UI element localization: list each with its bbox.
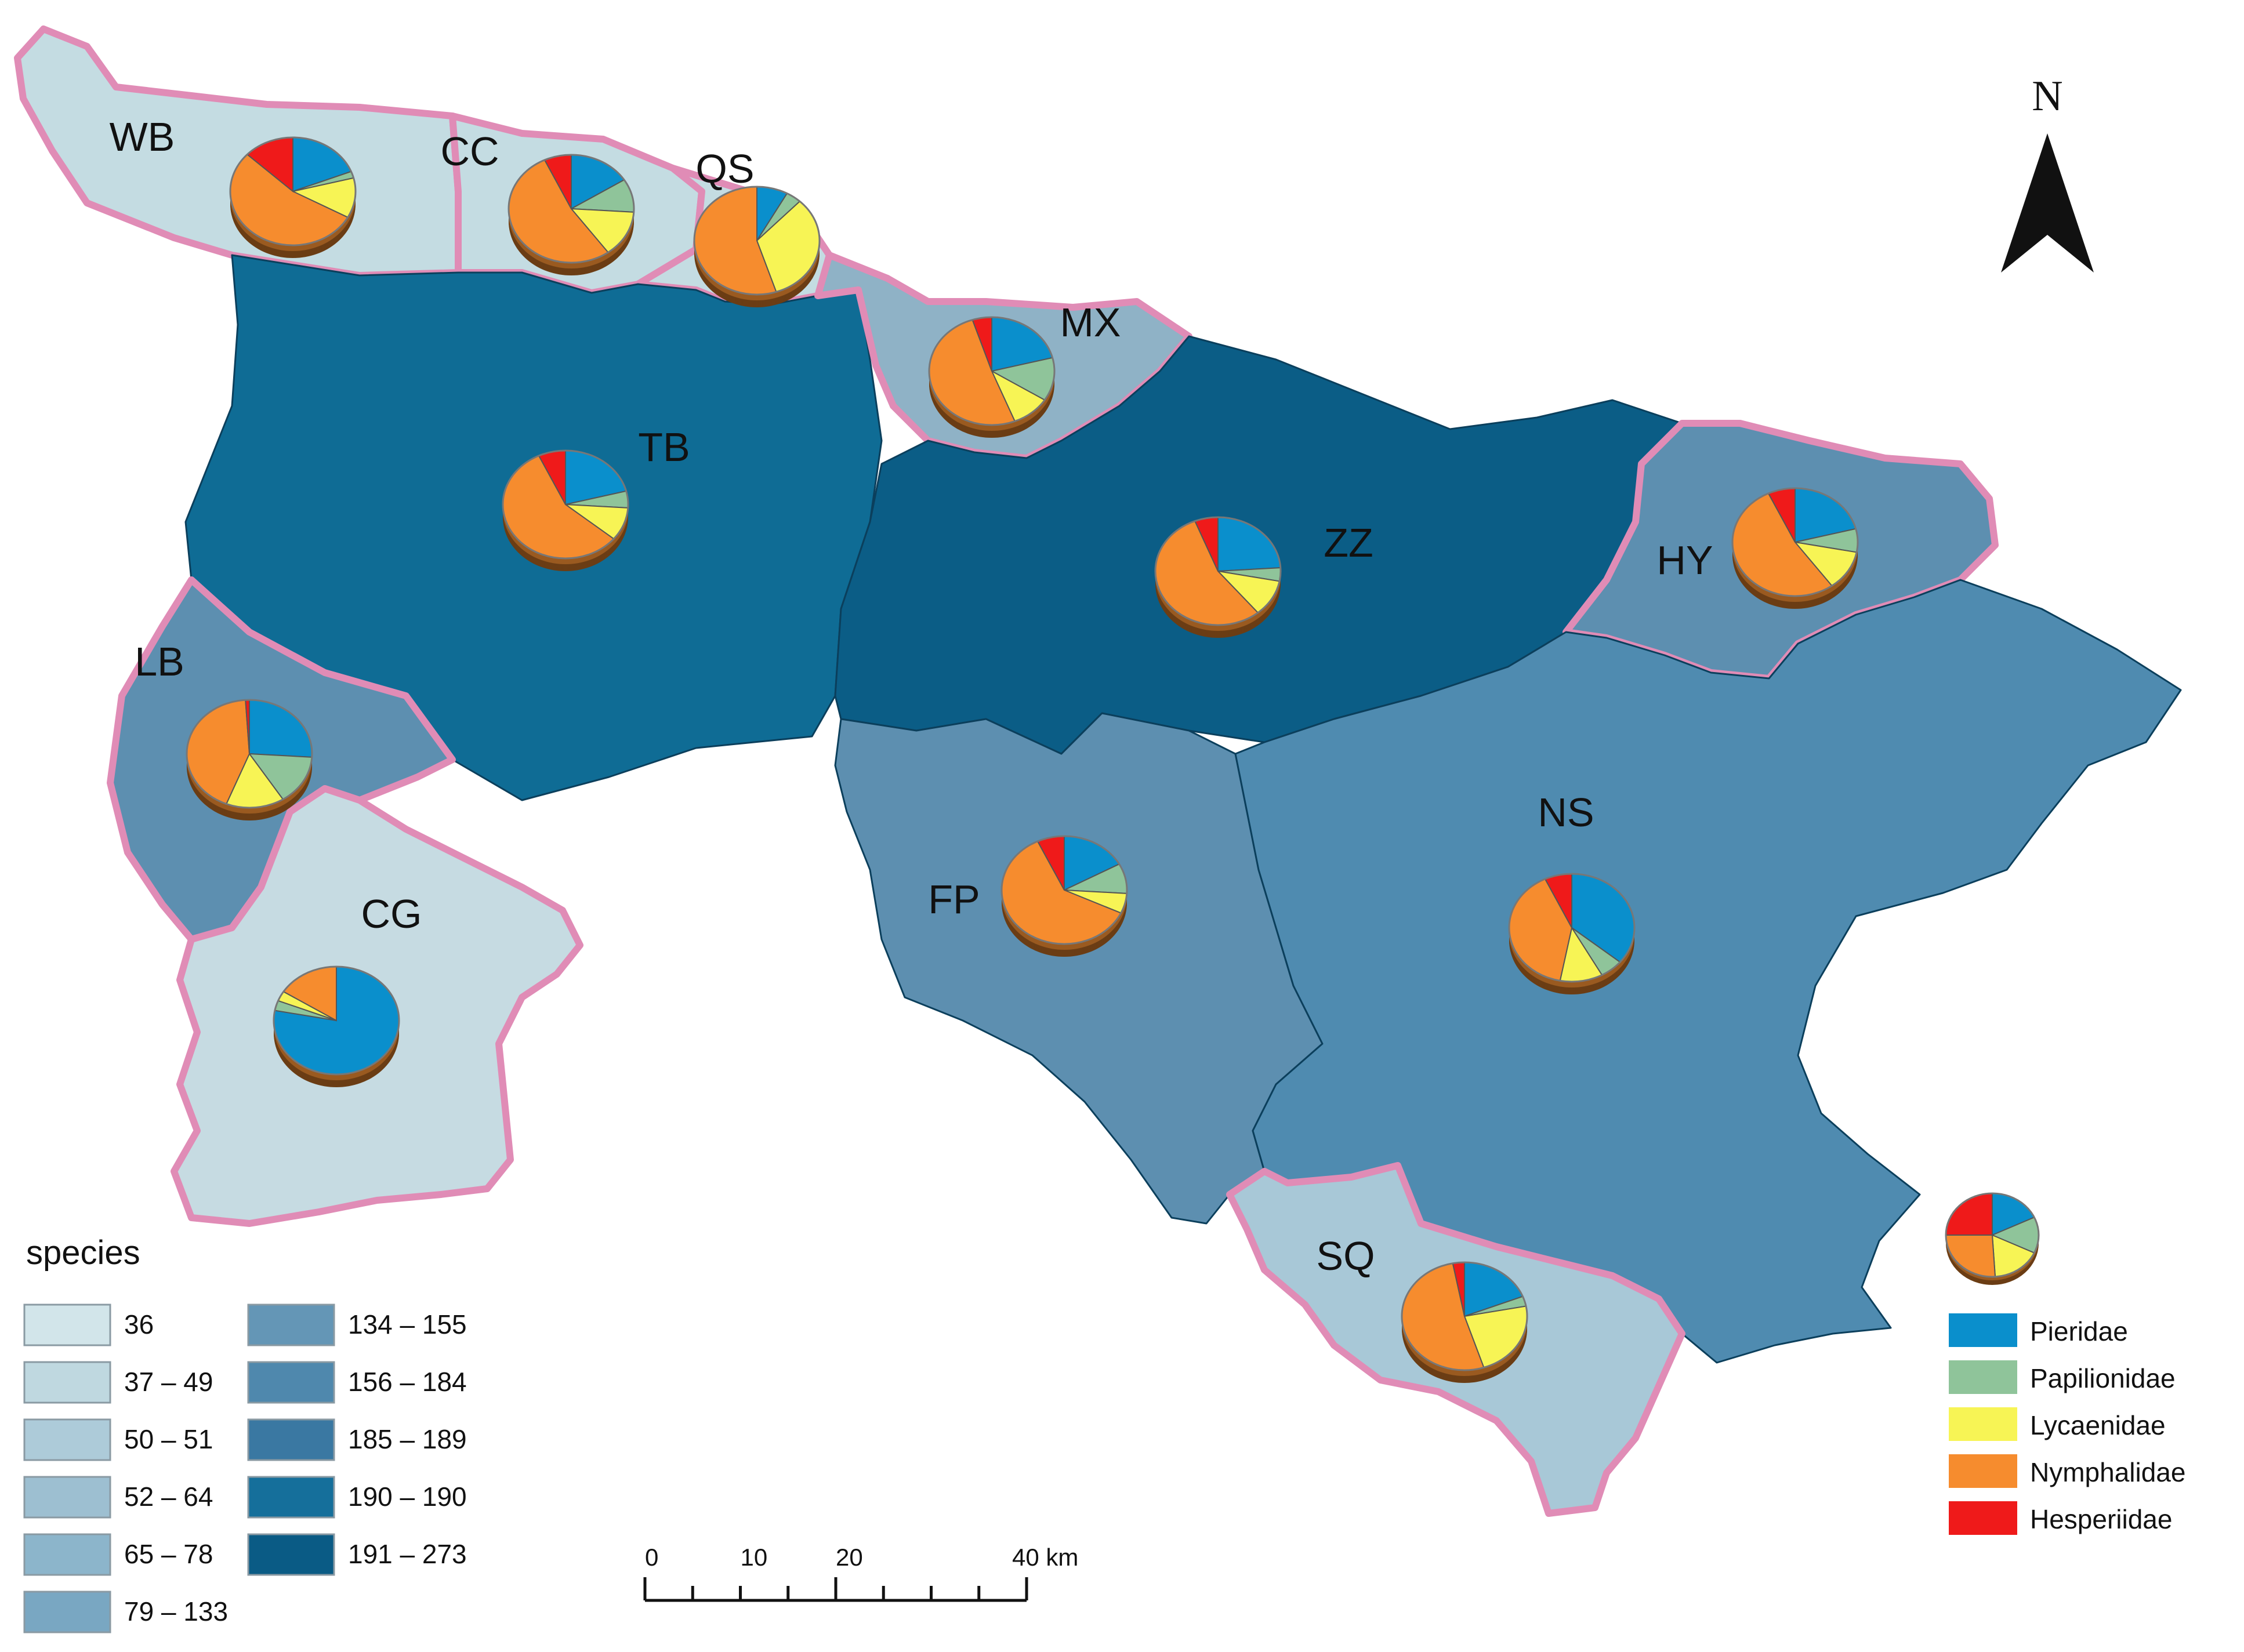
legend-class-label: 37 – 49 [124, 1367, 213, 1397]
family-swatch [1949, 1313, 2017, 1347]
legend-class-label: 52 – 64 [124, 1482, 213, 1512]
legend-class-label: 185 – 189 [348, 1424, 467, 1454]
legend-class-label: 50 – 51 [124, 1424, 213, 1454]
legend-swatch [247, 1533, 335, 1576]
family-entry-lycaenidae: Lycaenidae [1949, 1407, 2166, 1441]
legend-class: 191 – 273 [247, 1533, 467, 1576]
north-arrow-icon [2001, 133, 2094, 273]
legend-swatch [247, 1476, 335, 1519]
pie-tb[interactable] [502, 449, 629, 571]
region-wb[interactable] [14, 26, 462, 279]
region-label-hy: HY [1656, 538, 1713, 583]
pie-zz[interactable] [1154, 516, 1282, 638]
region-label-ns: NS [1538, 790, 1594, 835]
labels-layer: WB CC QS MX TB ZZ HY LB CG FP NS SQ [110, 114, 1713, 1279]
legend-class: 65 – 78 [23, 1533, 213, 1576]
legend-swatch [247, 1418, 335, 1461]
region-label-sq: SQ [1316, 1233, 1375, 1279]
legend-class-label: 65 – 78 [124, 1539, 213, 1569]
pie-slice-nymphalidae [1945, 1235, 1996, 1277]
family-entry-hesperiidae: Hesperiidae [1949, 1501, 2172, 1535]
family-entry-nymphalidae: Nymphalidae [1949, 1454, 2185, 1488]
region-label-tb: TB [638, 424, 690, 470]
family-label: Lycaenidae [2030, 1410, 2166, 1440]
legend-title: species [26, 1234, 140, 1272]
pie-hy[interactable] [1731, 487, 1859, 609]
legend-swatch [23, 1533, 111, 1576]
family-swatch [1949, 1454, 2017, 1488]
legend-class-label: 190 – 190 [348, 1482, 467, 1512]
legend-swatch [23, 1591, 111, 1633]
legend-class: 52 – 64 [23, 1476, 213, 1519]
legend-class-label: 134 – 155 [348, 1309, 467, 1339]
species-legend: species 36 37 – 49 50 – 51 52 – 64 65 – 78 79… [23, 1234, 467, 1633]
legend-class-label: 36 [124, 1309, 154, 1339]
family-swatch [1949, 1360, 2017, 1394]
pie-mx[interactable] [928, 316, 1056, 438]
legend-class: 36 [23, 1304, 154, 1346]
legend-class: 50 – 51 [23, 1418, 213, 1461]
legend-class-label: 156 – 184 [348, 1367, 467, 1397]
region-label-mx: MX [1060, 300, 1121, 345]
legend-swatch [23, 1418, 111, 1461]
family-label: Nymphalidae [2030, 1457, 2185, 1487]
scale-bar: 0 10 20 40 km [643, 1544, 1078, 1602]
family-entry-papilionidae: Papilionidae [1949, 1360, 2176, 1394]
pie-ns[interactable] [1508, 873, 1636, 994]
pie-lb[interactable] [186, 699, 313, 820]
pie-sq[interactable] [1401, 1261, 1528, 1383]
region-label-cc: CC [440, 129, 499, 174]
pie-qs[interactable] [693, 186, 821, 307]
family-swatch [1949, 1407, 2017, 1441]
pie-fp[interactable] [1000, 835, 1128, 957]
scale-tick-label: 20 [836, 1544, 863, 1571]
legend-class: 185 – 189 [247, 1418, 467, 1461]
region-label-zz: ZZ [1324, 520, 1373, 565]
region-label-lb: LB [135, 639, 184, 684]
legend-swatch [247, 1361, 335, 1404]
scale-tick-label: 0 [645, 1544, 658, 1571]
family-entry-pieridae: Pieridae [1949, 1313, 2128, 1347]
north-label: N [2032, 72, 2062, 120]
family-legend: Pieridae Papilionidae Lycaenidae Nymphalida… [1945, 1192, 2185, 1535]
legend-class-label: 191 – 273 [348, 1539, 467, 1569]
family-label: Pieridae [2030, 1316, 2128, 1346]
legend-class: 134 – 155 [247, 1304, 467, 1346]
north-arrow: N [2001, 72, 2094, 273]
legend-swatch [23, 1304, 111, 1346]
scale-tick-label: 10 [741, 1544, 768, 1571]
family-swatch [1949, 1501, 2017, 1535]
legend-sample-pie[interactable] [1945, 1192, 2040, 1285]
family-label: Hesperiidae [2030, 1504, 2172, 1534]
pies-layer [186, 136, 1859, 1383]
scale-tick-label: 40 km [1012, 1544, 1078, 1571]
pie-cc[interactable] [507, 154, 635, 275]
pie-wb[interactable] [229, 136, 357, 258]
legend-class: 190 – 190 [247, 1476, 467, 1519]
region-label-qs: QS [695, 146, 754, 191]
region-label-cg: CG [361, 891, 422, 936]
pie-cg[interactable] [273, 965, 400, 1087]
legend-class: 156 – 184 [247, 1361, 467, 1404]
legend-swatch [23, 1361, 111, 1404]
family-label: Papilionidae [2030, 1363, 2176, 1393]
region-label-fp: FP [928, 877, 980, 922]
legend-class: 37 – 49 [23, 1361, 213, 1404]
legend-class: 79 – 133 [23, 1591, 228, 1633]
legend-swatch [23, 1476, 111, 1519]
region-label-wb: WB [110, 114, 175, 159]
legend-class-label: 79 – 133 [124, 1596, 228, 1626]
legend-swatch [247, 1304, 335, 1346]
regions-layer [14, 26, 2182, 1517]
